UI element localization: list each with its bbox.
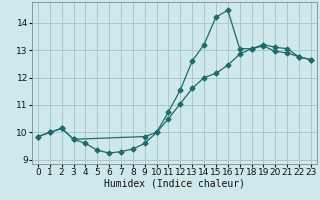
X-axis label: Humidex (Indice chaleur): Humidex (Indice chaleur) xyxy=(104,179,245,189)
